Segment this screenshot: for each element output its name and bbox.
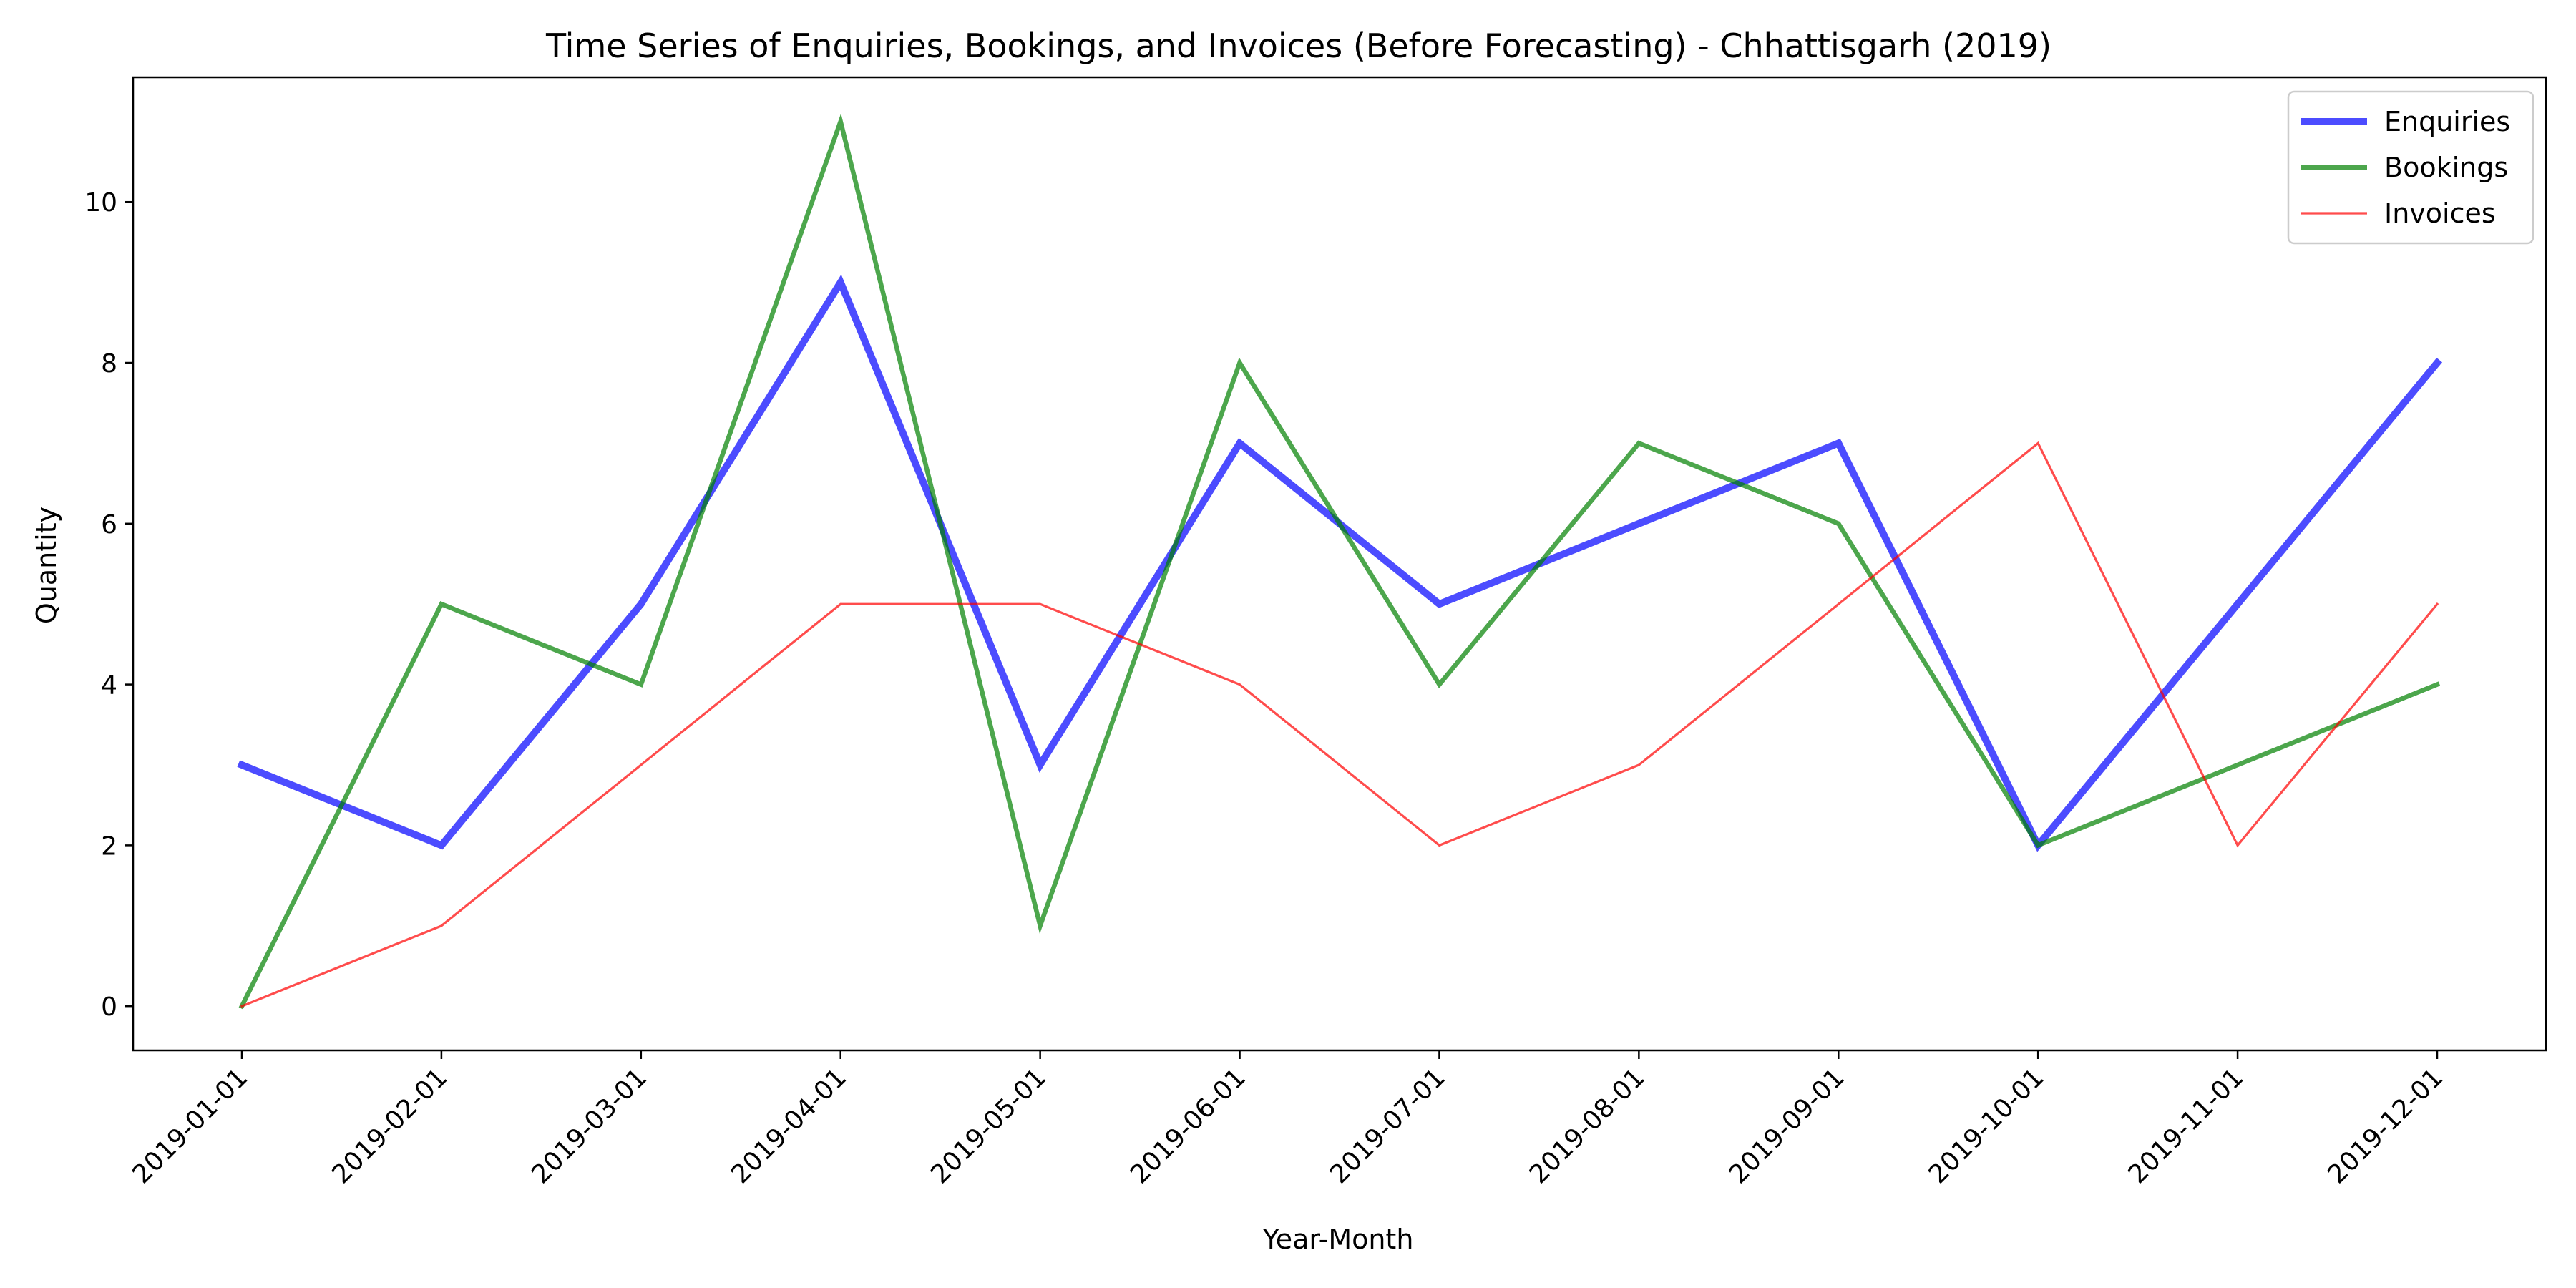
plot-frame xyxy=(132,76,2547,1052)
y-tick-label: 2 xyxy=(101,831,117,861)
y-axis-label: Quantity xyxy=(31,507,62,624)
chart-title: Time Series of Enquiries, Bookings, and … xyxy=(545,26,2051,65)
y-tick-label: 0 xyxy=(101,992,117,1022)
y-tick-label: 6 xyxy=(101,510,117,540)
legend: Enquiries Bookings Invoices xyxy=(2287,90,2534,245)
y-tick-label: 4 xyxy=(101,671,117,701)
series-line-invoices xyxy=(240,441,2439,1008)
x-axis-label: Year-Month xyxy=(1262,1224,1414,1255)
legend-label-invoices: Invoices xyxy=(2384,197,2496,229)
legend-label-bookings: Bookings xyxy=(2384,152,2508,183)
legend-box xyxy=(2287,90,2534,245)
series-line-bookings xyxy=(238,113,2441,1010)
y-tick-label: 8 xyxy=(101,349,117,379)
legend-label-enquiries: Enquiries xyxy=(2384,106,2510,137)
series-lines xyxy=(237,113,2443,1010)
y-tick-label: 10 xyxy=(84,188,117,218)
